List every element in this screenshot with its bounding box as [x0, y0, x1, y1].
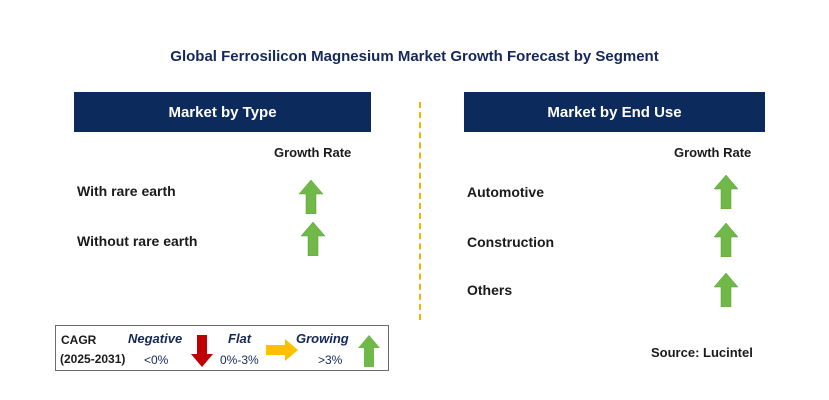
type-row-without-rare-earth-label: Without rare earth	[77, 233, 198, 249]
legend-cagr-label: CAGR	[61, 333, 97, 347]
up-arrow-icon	[714, 175, 738, 209]
legend-negative-label: Negative	[128, 331, 183, 346]
up-arrow-icon	[714, 223, 738, 257]
chart-title: Global Ferrosilicon Magnesium Market Gro…	[170, 48, 659, 65]
panel-divider	[419, 102, 421, 320]
legend-growing-value: >3%	[318, 353, 343, 367]
down-arrow-icon	[191, 335, 213, 367]
end-use-growth-rate-header: Growth Rate	[674, 145, 752, 160]
type-growth-rate-header: Growth Rate	[274, 145, 352, 160]
right-arrow-icon	[266, 339, 298, 361]
type-row-with-rare-earth-label: With rare earth	[77, 183, 176, 199]
up-arrow-icon	[299, 180, 323, 214]
end-use-row-others-label: Others	[467, 282, 513, 298]
type-panel-header: Market by Type	[74, 92, 371, 132]
end-use-row-construction-label: Construction	[467, 234, 555, 250]
legend-flat-label: Flat	[228, 331, 252, 346]
source-label: Source: Lucintel	[651, 345, 753, 360]
end-use-panel-header: Market by End Use	[464, 92, 765, 132]
legend-growing-label: Growing	[296, 331, 349, 346]
end-use-row-automotive-label: Automotive	[467, 184, 544, 200]
legend-flat-value: 0%-3%	[220, 353, 259, 367]
legend-negative-value: <0%	[144, 353, 169, 367]
up-arrow-icon	[358, 335, 380, 367]
up-arrow-icon	[301, 222, 325, 256]
up-arrow-icon	[714, 273, 738, 307]
cagr-legend: CAGR (2025-2031) Negative <0% Flat 0%-3%…	[55, 325, 389, 371]
legend-period-label: (2025-2031)	[60, 352, 126, 366]
